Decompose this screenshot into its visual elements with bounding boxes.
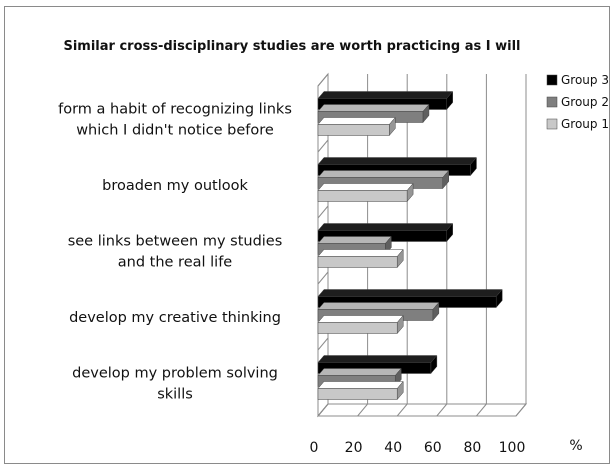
category-label: see links between my studies xyxy=(68,234,283,250)
legend-label: Group 2 xyxy=(561,95,609,109)
legend-label: Group 3 xyxy=(561,73,609,87)
category-divider xyxy=(317,205,329,219)
chart-title: Similar cross-disciplinary studies are w… xyxy=(63,39,520,54)
x-tick-label: 80 xyxy=(463,440,481,456)
category-label: develop my problem solving xyxy=(72,366,278,382)
bar-top xyxy=(317,315,404,323)
bar-group-1 xyxy=(317,322,398,334)
category-label: skills xyxy=(157,387,193,403)
legend-swatch xyxy=(546,74,558,86)
gridline-floor xyxy=(396,403,408,417)
category-label: form a habit of recognizing links xyxy=(58,102,292,118)
category-label: and the real life xyxy=(118,255,233,271)
gridline-floor xyxy=(357,403,368,417)
legend-swatch xyxy=(546,96,558,108)
category-divider xyxy=(317,403,329,417)
bar-top xyxy=(317,289,503,297)
gridline-floor xyxy=(476,403,487,417)
category-divider xyxy=(317,73,329,87)
x-tick-label: 0 xyxy=(310,440,319,456)
bar-group-1 xyxy=(317,256,398,268)
category-divider xyxy=(317,337,329,351)
bar-top xyxy=(317,91,454,99)
bar-top xyxy=(317,104,430,112)
bar-group-1 xyxy=(317,388,398,400)
x-tick-label: 20 xyxy=(345,440,363,456)
gridline-floor xyxy=(515,403,527,417)
bar-top xyxy=(317,236,392,244)
x-unit-label: % xyxy=(569,438,582,454)
bar-top xyxy=(317,223,454,231)
x-tick-label: 40 xyxy=(384,440,402,456)
bar-top xyxy=(317,355,438,363)
legend-label: Group 1 xyxy=(561,117,609,131)
bar-top xyxy=(317,381,404,389)
category-label: develop my creative thinking xyxy=(69,310,281,326)
bar-top xyxy=(317,368,402,376)
legend-swatch xyxy=(546,118,558,130)
category-divider xyxy=(317,271,329,285)
category-label: broaden my outlook xyxy=(102,178,248,194)
floor xyxy=(316,403,528,417)
bar-group-1 xyxy=(317,124,390,136)
bar-top xyxy=(317,302,440,310)
bar-top xyxy=(317,117,396,125)
category-label: which I didn't notice before xyxy=(76,123,274,139)
x-tick-label: 100 xyxy=(499,440,526,456)
category-divider xyxy=(317,139,329,153)
bar-group-1 xyxy=(317,190,408,202)
bar-top xyxy=(317,157,478,165)
bar-top xyxy=(317,249,404,257)
chart-frame xyxy=(4,6,610,464)
gridline-floor xyxy=(436,403,448,417)
bar-top xyxy=(317,183,414,191)
x-tick-label: 60 xyxy=(424,440,442,456)
bar-top xyxy=(317,170,450,178)
